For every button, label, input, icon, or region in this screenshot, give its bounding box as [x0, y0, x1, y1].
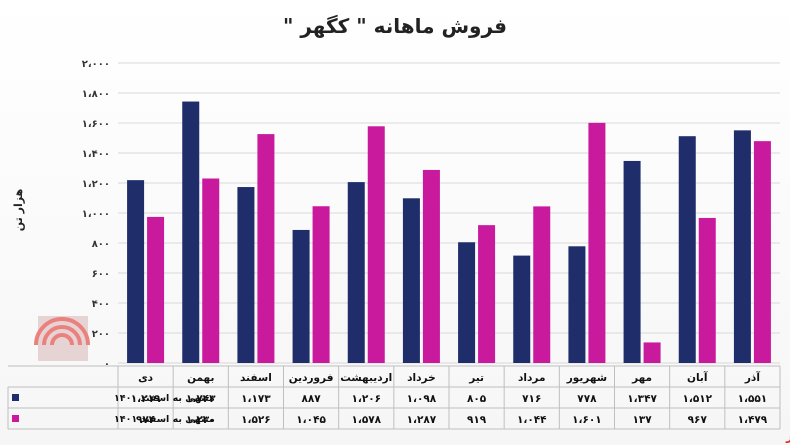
category-label: اردیبهشت: [340, 372, 392, 384]
bar-1401: [588, 122, 606, 363]
legend-swatch-1400: [12, 394, 19, 401]
data-label: ۱،۲۸۷: [407, 414, 437, 426]
data-label: ۷۷۸: [577, 393, 597, 405]
category-label: خرداد: [407, 372, 435, 384]
y-axis-label: هزار تن: [12, 189, 25, 231]
y-tick-label: ۱،۴۰۰: [82, 149, 110, 160]
y-tick-label: ۱،۸۰۰: [82, 89, 110, 100]
data-label: ۱،۲۳۰: [186, 414, 216, 426]
bar-1400: [292, 229, 310, 363]
y-tick-label: ۸۰۰: [92, 239, 110, 250]
data-label: ۱،۵۱۲: [682, 393, 712, 405]
bar-1400: [513, 255, 531, 363]
y-tick-label: ۱،۲۰۰: [82, 179, 110, 190]
data-label: ۸۸۷: [301, 393, 321, 405]
bar-1401: [312, 206, 330, 363]
y-tick-label: ۱،۰۰۰: [82, 209, 110, 220]
legend-swatch-1401: [12, 415, 19, 422]
brand-text: بورس نیوز: [785, 429, 790, 444]
data-label: ۱،۰۴۴: [517, 414, 547, 426]
bar-1400: [237, 187, 255, 363]
bar-1401: [147, 216, 165, 363]
bar-1401: [643, 342, 661, 363]
legend-label: منتهی به اسفند ۱۴۰۰: [114, 393, 215, 404]
category-label: مرداد: [518, 372, 545, 384]
y-tick-label: ۲،۰۰۰: [82, 59, 110, 70]
bar-1400: [182, 101, 200, 364]
bar-1400: [568, 246, 586, 363]
bar-1401: [202, 178, 220, 363]
data-label: ۹۱۹: [467, 414, 487, 426]
data-label: ۱،۵۲۶: [241, 414, 271, 426]
y-tick-label: ۴۰۰: [92, 299, 110, 310]
y-tick-label: ۶۰۰: [92, 269, 110, 280]
category-label: مهر: [631, 372, 652, 384]
bar-1400: [678, 136, 696, 363]
bar-1400: [623, 160, 641, 363]
category-label: تیر: [468, 372, 484, 384]
bar-1400: [347, 182, 365, 363]
bar-1401: [367, 126, 385, 363]
data-label: ۷۱۶: [522, 393, 541, 405]
bar-1401: [753, 141, 771, 363]
brand-logo: [34, 316, 90, 361]
category-label: اسفند: [240, 372, 272, 384]
bar-1400: [458, 242, 476, 363]
data-label: ۱،۰۹۸: [407, 393, 437, 405]
data-label: ۱،۰۴۵: [296, 414, 326, 426]
data-label: ۱،۳۴۷: [627, 393, 657, 405]
chart-title: فروش ماهانه " کگهر ": [283, 14, 507, 38]
data-label: ۱،۲۰۶: [351, 393, 381, 405]
category-label: آبان: [687, 371, 708, 384]
category-label: بهمن: [187, 372, 214, 384]
data-label: ۱،۴۷۹: [738, 414, 768, 426]
data-label: ۹۶۷: [688, 414, 708, 426]
bar-1401: [257, 134, 275, 363]
data-label: ۱،۱۷۳: [241, 393, 271, 405]
category-label: دی: [138, 372, 154, 384]
data-label: ۹۷۴: [136, 414, 156, 426]
y-tick-label: ۱،۶۰۰: [82, 119, 110, 130]
data-label: ۱،۵۵۱: [738, 393, 768, 405]
data-label: ۱۳۷: [632, 414, 652, 426]
data-label: ۸۰۵: [467, 393, 487, 405]
bar-1400: [733, 130, 751, 363]
category-label: شهریور: [566, 372, 607, 384]
legend-label: منتهی به اسفند ۱۴۰۱: [114, 414, 215, 425]
data-label: ۱،۵۷۸: [351, 414, 381, 426]
y-tick-label: ۲۰۰: [92, 329, 110, 340]
data-label: ۱،۲۱۹: [131, 393, 161, 405]
y-tick-label: ۰: [104, 359, 110, 370]
bar-1401: [422, 169, 440, 363]
bar-1401: [533, 206, 551, 363]
data-label: ۱،۶۰۱: [572, 414, 602, 426]
category-label: آذر: [744, 371, 760, 384]
category-label: فروردین: [289, 372, 334, 384]
bar-1400: [402, 198, 420, 363]
bar-1401: [698, 217, 716, 363]
data-label: ۱،۷۴۳: [186, 393, 216, 405]
bar-1401: [478, 225, 496, 363]
bar-1400: [127, 180, 145, 363]
